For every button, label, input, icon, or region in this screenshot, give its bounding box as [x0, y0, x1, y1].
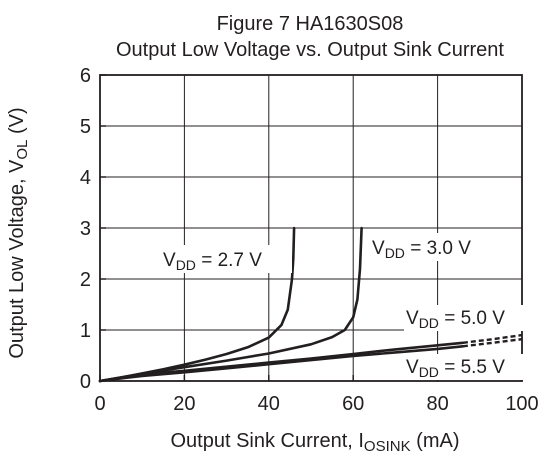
svg-text:VDD = 3.0 V: VDD = 3.0 V	[372, 238, 471, 261]
curves	[98, 226, 523, 383]
svg-text:VDD = 2.7 V: VDD = 2.7 V	[163, 250, 262, 273]
series-line-3	[98, 345, 465, 383]
y-axis-label: Output Low Voltage, VOL (V)	[6, 107, 31, 358]
series-label-vdd-5.0: VDD = 5.0 V	[404, 305, 524, 331]
y-tick-label: 5	[80, 116, 91, 138]
series-label-vdd-5.5: VDD = 5.5 V	[404, 354, 524, 380]
x-tick-label: 0	[94, 393, 105, 415]
x-tick-label: 20	[173, 393, 195, 415]
y-tick-label: 4	[80, 167, 91, 189]
y-tick-label: 1	[80, 320, 91, 342]
x-tick-label: 60	[342, 393, 364, 415]
y-tick-label: 0	[80, 371, 91, 393]
y-tick-label: 6	[80, 65, 91, 87]
y-tick-label: 2	[80, 269, 91, 291]
svg-text:VDD = 5.5 V: VDD = 5.5 V	[406, 357, 505, 380]
series-label-vdd-2.7: VDD = 2.7 V	[160, 245, 292, 273]
series-extrapolation-2	[462, 333, 523, 344]
series-label-vdd-3.0: VDD = 3.0 V	[369, 233, 501, 261]
series-extrapolation-3	[462, 338, 523, 348]
x-tick-label: 100	[505, 393, 538, 415]
chart-title: Figure 7 HA1630S08	[217, 13, 404, 35]
x-tick-label: 80	[426, 393, 448, 415]
series-line-2	[98, 341, 465, 383]
svg-text:VDD = 5.0 V: VDD = 5.0 V	[406, 308, 505, 331]
series-line-1	[98, 226, 363, 383]
x-axis-label: Output Sink Current, IOSINK (mA)	[171, 430, 460, 455]
chart-subtitle: Output Low Voltage vs. Output Sink Curre…	[116, 39, 504, 61]
y-tick-label: 3	[80, 218, 91, 240]
grid	[100, 75, 522, 381]
tick-labels: 0 20 40 60 80 100 0 1 2 3 4 5 6	[80, 65, 539, 415]
x-tick-label: 40	[258, 393, 280, 415]
